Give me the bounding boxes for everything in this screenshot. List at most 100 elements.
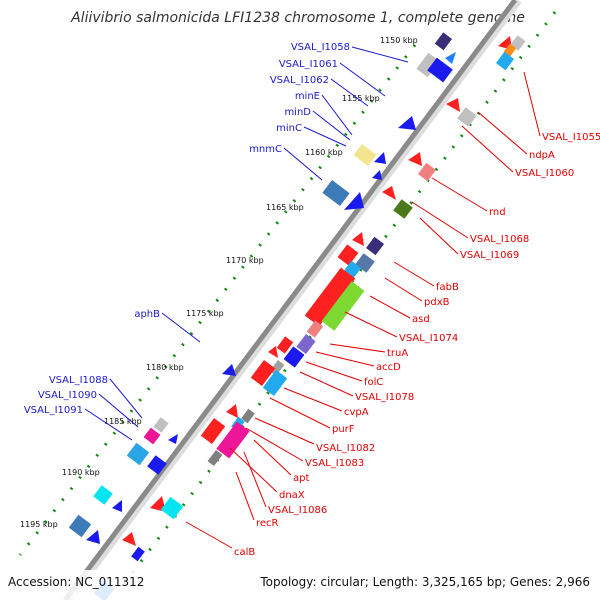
gene-box [337, 244, 359, 266]
gene-box [322, 179, 350, 207]
kbp-marker: 1170 kbp [226, 256, 264, 265]
gene-box [131, 546, 145, 562]
gene-box [296, 334, 316, 354]
gene-arrow [112, 500, 122, 512]
kbp-marker: 1150 kbp [380, 36, 418, 45]
gene-label: aphB [134, 309, 160, 320]
gene-label: VSAL_I1061 [279, 59, 338, 70]
gene-label: mnmC [249, 144, 282, 155]
kbp-marker: 1165 kbp [266, 203, 304, 212]
outer-tick-line [18, 44, 417, 556]
gene-box [216, 421, 250, 459]
gene-box [393, 199, 413, 219]
forward-label-group: VSAL_I1058 VSAL_I1061 VSAL_I1062 minE mi… [24, 42, 409, 441]
gene-arrow [408, 152, 422, 166]
gene-box [200, 418, 226, 444]
gene-arrow [352, 232, 364, 246]
kbp-marker: 1155 kbp [342, 94, 380, 103]
gene-label: VSAL_I1088 [49, 375, 108, 386]
gene-box [365, 236, 385, 256]
gene-label: VSAL_I1058 [291, 42, 350, 53]
gene-box [143, 427, 161, 445]
gene-label: truA [387, 348, 408, 359]
gene-arrow [374, 152, 386, 164]
gene-box [427, 57, 453, 83]
gene-box [126, 442, 150, 466]
gene-label: calB [234, 547, 255, 558]
accession-text: Accession: NC_011312 [8, 575, 144, 589]
gene-label: VSAL_I1090 [38, 390, 97, 401]
kbp-marker: 1185 kbp [104, 417, 142, 426]
gene-label: VSAL_I1060 [515, 168, 574, 179]
gene-label: ndpA [529, 150, 555, 161]
gene-box [304, 267, 356, 327]
gene-arrow [344, 192, 364, 210]
gene-arrow [226, 404, 238, 418]
map-title: Aliivibrio salmonicida LFI1238 chromosom… [70, 10, 525, 26]
gene-label: minC [276, 123, 302, 134]
gene-arrow [372, 170, 382, 180]
gene-label: fabB [436, 282, 459, 293]
gene-label: rnd [489, 207, 506, 218]
gene-label: VSAL_I1062 [270, 75, 329, 86]
gene-box [153, 417, 169, 433]
gene-label: VSAL_I1082 [316, 443, 375, 454]
gene-box [241, 408, 255, 424]
gene-box [417, 162, 437, 182]
gene-label: apt [293, 473, 309, 484]
gene-box [207, 450, 223, 466]
gene-box [262, 370, 288, 396]
gene-box [503, 43, 517, 57]
gene-box [321, 281, 365, 331]
gene-label: minE [295, 91, 320, 102]
gene-box [269, 360, 285, 376]
gene-arrow [382, 186, 396, 200]
gene-arrow [445, 52, 456, 64]
kbp-marker: 1180 kbp [146, 363, 184, 372]
gene-label: VSAL_I1055 [542, 132, 600, 143]
kbp-marker: 1175 kbp [186, 309, 224, 318]
gene-label: folC [364, 377, 383, 388]
gene-box [353, 143, 377, 167]
gene-box [160, 496, 184, 520]
gene-box [434, 32, 453, 51]
gene-label: purF [332, 424, 355, 435]
kbp-marker: 1195 kbp [20, 520, 58, 529]
gene-label: VSAL_I1074 [399, 333, 458, 344]
gene-arrow [122, 532, 136, 546]
gene-label: VSAL_I1086 [268, 505, 327, 516]
gene-label: minD [284, 107, 311, 118]
gene-label: cvpA [344, 407, 369, 418]
gene-box [147, 455, 167, 475]
kbp-marker: 1190 kbp [62, 468, 100, 477]
gene-box [93, 485, 113, 505]
reverse-label-group: VSAL_I1055 ndpA VSAL_I1060 rnd VSAL_I106… [185, 71, 600, 558]
gene-label: VSAL_I1083 [305, 458, 364, 469]
gene-label: VSAL_I1091 [24, 405, 83, 416]
gene-label: dnaX [279, 490, 305, 501]
gene-label: VSAL_I1068 [470, 234, 529, 245]
gene-box [250, 360, 276, 386]
kbp-marker: 1160 kbp [305, 148, 343, 157]
gene-box [306, 320, 324, 338]
footer-background [0, 570, 600, 600]
gene-box [416, 52, 440, 78]
gene-arrow [398, 116, 416, 130]
gene-box [457, 107, 477, 127]
gene-box [68, 514, 92, 538]
backbone [63, 0, 517, 600]
topology-text: Topology: circular; Length: 3,325,165 bp… [259, 575, 590, 589]
gene-label: pdxB [424, 297, 450, 308]
gene-label: recR [256, 518, 279, 529]
gene-box [510, 35, 526, 51]
gene-box [495, 51, 515, 71]
gene-arrow [268, 346, 278, 358]
gene-label: VSAL_I1069 [460, 250, 519, 261]
gene-box [276, 336, 294, 354]
gene-arrow [86, 530, 100, 544]
gene-label: accD [376, 362, 401, 373]
gene-arrow [222, 364, 236, 376]
gene-arrow [168, 434, 178, 444]
gene-label: asd [412, 314, 430, 325]
